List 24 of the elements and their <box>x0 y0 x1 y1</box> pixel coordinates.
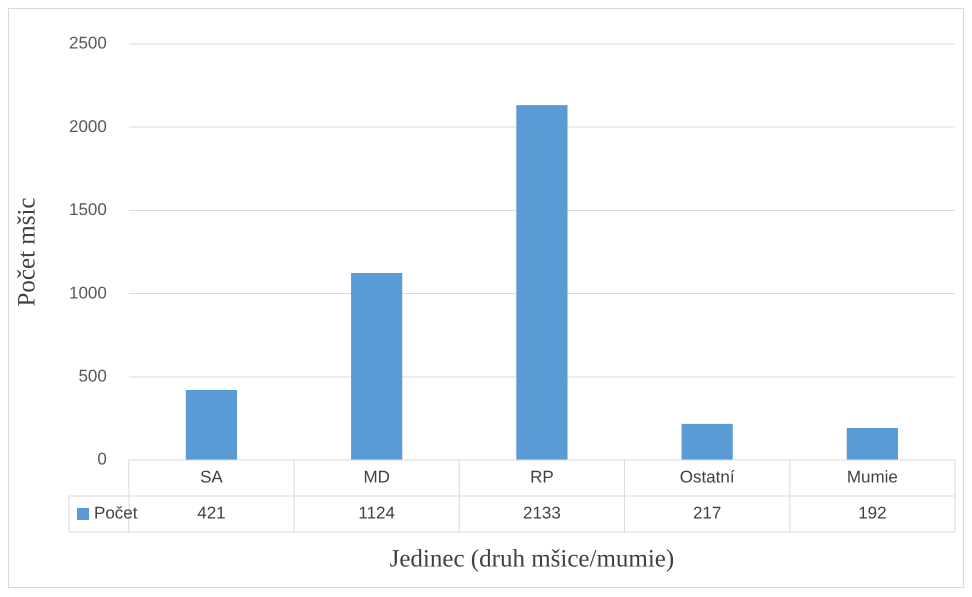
bar <box>682 424 733 460</box>
x-tick-label: MD <box>363 468 390 487</box>
x-tick-label: Mumie <box>846 468 898 487</box>
x-axis-title: Jedinec (druh mšice/mumie) <box>390 546 674 573</box>
y-tick-label: 1500 <box>68 200 107 220</box>
bar <box>351 272 402 460</box>
x-tick-label: Ostatní <box>680 468 735 487</box>
y-tick-label: 1000 <box>68 283 107 302</box>
bar <box>516 105 568 460</box>
x-tick-label: SA <box>200 468 224 487</box>
y-tick-label: 2500 <box>68 34 107 53</box>
y-tick-label: 500 <box>78 366 107 386</box>
data-label: 2133 <box>522 504 561 523</box>
data-label: 217 <box>692 504 722 523</box>
legend-label: Počet <box>94 504 138 523</box>
data-label: 1124 <box>358 504 395 523</box>
data-label: 192 <box>858 504 887 523</box>
y-axis-title: Počet mšic <box>14 197 41 307</box>
y-tick-label: 0 <box>97 450 107 469</box>
bar <box>846 428 898 460</box>
y-tick-label: 2000 <box>68 116 107 136</box>
data-label: 421 <box>197 504 226 523</box>
x-tick-label: RP <box>530 468 554 487</box>
bar <box>186 390 238 460</box>
